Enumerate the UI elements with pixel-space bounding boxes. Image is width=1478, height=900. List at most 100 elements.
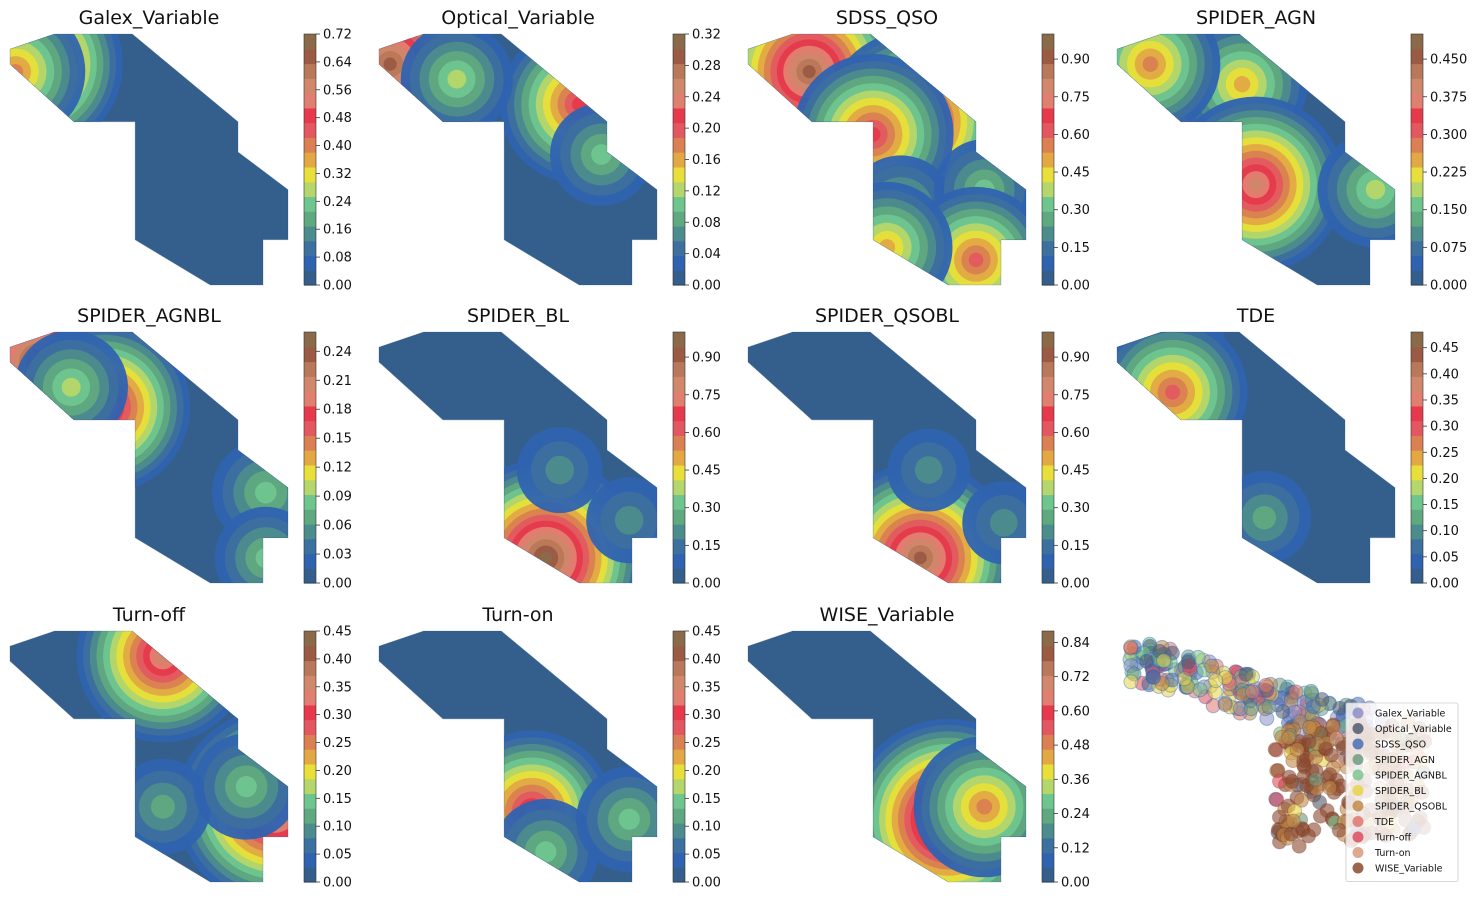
scatter-point [1261, 699, 1277, 715]
colorbar-band [304, 778, 316, 795]
legend-label: SPIDER_QSOBL [1375, 802, 1448, 813]
scatter-point [1308, 771, 1324, 787]
colorbar-tick-label: 0.40 [692, 652, 721, 667]
colorbar-band [304, 137, 316, 153]
colorbar-band [673, 867, 685, 883]
colorbar-frame [1041, 630, 1055, 883]
contour-level [10, 63, 24, 80]
colorbar-band [673, 704, 685, 721]
colorbar-band [1411, 181, 1423, 198]
colorbar-band [304, 734, 316, 750]
scatter-point [1312, 808, 1328, 824]
colorbar-band [304, 631, 316, 647]
colorbar-band [673, 93, 685, 109]
colorbar-tick-label: 0.64 [323, 55, 352, 70]
colorbar-band [1411, 435, 1423, 451]
colorbar-tick-label: 0.18 [323, 403, 352, 418]
contour-level [1142, 56, 1159, 72]
colorbar-band [1042, 78, 1054, 94]
colorbar-band [1411, 211, 1423, 227]
colorbar-tick-label: 0.15 [323, 792, 352, 807]
panel-title: SPIDER_AGN [1196, 7, 1316, 29]
colorbar-band [673, 719, 685, 735]
colorbar-tick-label: 0.15 [1061, 241, 1090, 256]
colorbar-band [673, 405, 685, 422]
scatter-point [1289, 742, 1305, 758]
colorbar-band [1411, 107, 1423, 124]
legend-label: SPIDER_BL [1375, 786, 1427, 797]
heatmap-area [379, 631, 657, 882]
colorbar-tick-label: 0.75 [1061, 388, 1090, 403]
colorbar-tick-label: 0.00 [1061, 876, 1090, 891]
colorbar-tick-label: 0.30 [323, 708, 352, 723]
colorbar-tick-label: 0.72 [1061, 670, 1090, 685]
colorbar-tick-label: 0.15 [1061, 539, 1090, 554]
colorbar: 0.00 0.05 0.10 0.15 0.20 0.25 0.30 0.35 0.40 0.45 [672, 625, 721, 891]
colorbar-band [304, 361, 316, 377]
colorbar-tick-label: 0.08 [323, 251, 352, 266]
panel-turn-off: Turn-off 0.00 0.05 0.10 0.15 0.20 0.25 0.30 0.35… [9, 604, 352, 891]
colorbar-band [1042, 152, 1054, 168]
scatter-point [1180, 654, 1196, 670]
colorbar-band [673, 152, 685, 168]
colorbar-tick-label: 0.30 [1061, 501, 1090, 516]
colorbar-band [304, 332, 316, 348]
colorbar-tick-label: 0.60 [692, 426, 721, 441]
colorbar-band [304, 494, 316, 510]
colorbar-band [673, 523, 685, 540]
colorbar-band [304, 645, 316, 662]
colorbar-tick-label: 0.45 [692, 625, 721, 640]
colorbar-band [304, 152, 316, 168]
contour-level [614, 505, 644, 535]
colorbar-tick-label: 0.04 [692, 247, 721, 262]
colorbar-band [304, 523, 316, 540]
colorbar-band [304, 346, 316, 363]
colorbar-tick-label: 0.75 [692, 388, 721, 403]
colorbar-band [673, 631, 685, 647]
colorbar-band [1042, 450, 1054, 466]
scatter-point [1305, 699, 1321, 715]
colorbar-band [673, 568, 685, 584]
colorbar-band [304, 509, 316, 525]
scatter-point [1243, 701, 1259, 717]
colorbar-tick-label: 0.00 [1430, 577, 1459, 592]
legend-marker [1352, 847, 1364, 858]
colorbar: 0.00 0.03 0.06 0.09 0.12 0.15 0.18 0.21 0.24 [303, 331, 352, 592]
map-outline [378, 630, 658, 883]
panel-legend-scatter: Galex_Variable Optical_Variable SDSS_QSO SP… [1122, 636, 1459, 882]
colorbar-band [673, 749, 685, 765]
colorbar-band [304, 225, 316, 242]
colorbar: 0.00 0.05 0.10 0.15 0.20 0.25 0.30 0.35 0.40 0.45 [303, 625, 352, 891]
colorbar-band [304, 405, 316, 422]
colorbar-band [673, 270, 685, 286]
colorbar-band [1042, 137, 1054, 153]
colorbar-tick-label: 0.15 [1430, 498, 1459, 513]
scatter-point [1123, 674, 1139, 690]
colorbar-band [1042, 509, 1054, 525]
colorbar-band [1042, 346, 1054, 363]
scatter-point [1281, 730, 1297, 746]
colorbar-tick-label: 0.10 [323, 820, 352, 835]
colorbar-tick-label: 0.10 [692, 820, 721, 835]
colorbar-band [304, 749, 316, 765]
scatter-point [1331, 822, 1347, 838]
colorbar-band [1411, 122, 1423, 138]
colorbar-band [1042, 734, 1054, 750]
panel-title: SDSS_QSO [836, 7, 938, 29]
panel-tde: TDE0.000.050.100.150.200.250.300.350.400… [1116, 305, 1459, 592]
colorbar-band [1042, 867, 1054, 883]
colorbar-band [1042, 166, 1054, 183]
colorbar-tick-label: 0.45 [323, 625, 352, 640]
colorbar-tick-label: 0.300 [1430, 128, 1467, 143]
colorbar-tick-label: 0.24 [692, 90, 721, 105]
legend-marker [1352, 831, 1364, 843]
colorbar-band [673, 494, 685, 510]
legend-marker [1352, 785, 1364, 796]
map-outline [378, 331, 658, 584]
panel-title: Optical_Variable [441, 7, 595, 29]
contour-level [1165, 384, 1181, 400]
colorbar-band [304, 719, 316, 735]
panel-spider-qsobl: SPIDER_QSOBL 0.00 0.15 0.30 0.45 0.60 0.75 0.90 [747, 305, 1090, 592]
colorbar-tick-label: 0.09 [323, 490, 352, 505]
